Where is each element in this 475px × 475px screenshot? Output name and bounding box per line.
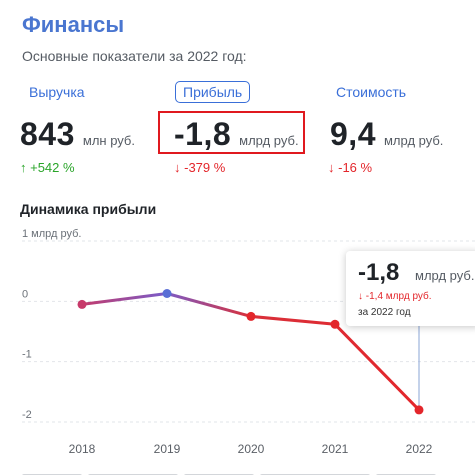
page-title: Финансы [22, 12, 125, 37]
x-tick-label: 2018 [69, 442, 96, 456]
tab-revenue[interactable]: Выручка [29, 84, 85, 100]
x-tick-label: 2021 [322, 442, 349, 456]
tooltip-change: ↓ -1,4 млрд руб. [358, 291, 432, 302]
cut-off-text [22, 465, 462, 475]
metric-profit-change: ↓ -379 % [174, 160, 226, 175]
x-tick-label: 2019 [154, 442, 181, 456]
x-tick-label: 2020 [238, 442, 265, 456]
y-tick-label: -2 [22, 409, 32, 421]
y-tick-label: 0 [22, 288, 28, 300]
metric-value-change: ↓ -16 % [328, 160, 373, 175]
y-tick-label: 1 млрд руб. [22, 228, 81, 240]
x-tick-label: 2022 [406, 442, 433, 456]
data-point[interactable] [162, 289, 172, 298]
metric-revenue-change: ↑ +542 % [20, 160, 75, 175]
data-point[interactable] [246, 311, 256, 321]
chart-tooltip: -1,8 млрд руб. ↓ -1,4 млрд руб. за 2022 … [346, 251, 475, 326]
profit-highlight-box [158, 111, 305, 154]
tooltip-unit: млрд руб. [415, 268, 475, 283]
tab-value[interactable]: Стоимость [336, 84, 407, 100]
metric-value-unit: млрд руб. [383, 133, 444, 148]
tooltip-value: -1,8 [358, 259, 400, 286]
data-point[interactable] [330, 319, 340, 329]
page-subtitle: Основные показатели за 2022 год: [22, 48, 247, 64]
data-point[interactable] [414, 405, 424, 415]
metric-profit: -1,8 млрд руб. [174, 116, 299, 153]
metric-profit-value: -1,8 [174, 116, 232, 152]
profit-line-chart[interactable]: 1 млрд руб. 0 -1 -2 2018 2019 2020 2021 2022 [0, 225, 475, 465]
metric-value-value: 9,4 [330, 116, 376, 152]
metric-revenue-value: 843 [20, 116, 75, 152]
tooltip-period: за 2022 год [358, 307, 411, 318]
metric-revenue-unit: млн руб. [82, 133, 135, 148]
metric-value: 9,4 млрд руб. [330, 116, 443, 153]
data-point[interactable] [77, 299, 87, 309]
chart-section-title: Динамика прибыли [20, 201, 157, 217]
metric-profit-unit: млрд руб. [239, 133, 299, 148]
tab-profit[interactable]: Прибыль [175, 81, 251, 103]
y-tick-label: -1 [22, 349, 32, 361]
metric-revenue: 843 млн руб. [20, 116, 135, 153]
